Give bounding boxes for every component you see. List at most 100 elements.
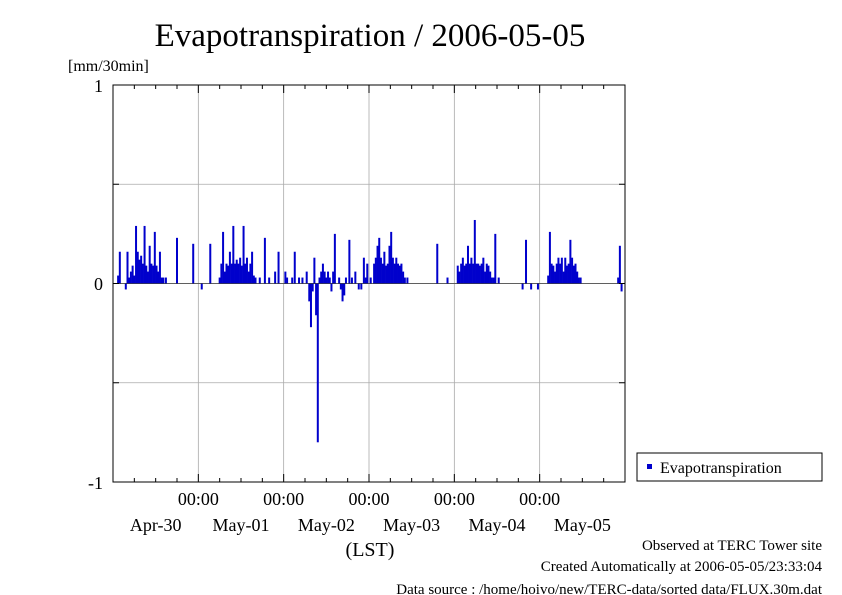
data-bar bbox=[456, 265, 459, 284]
data-bar bbox=[140, 255, 143, 284]
time-labels: 00:00 00:00 00:00 00:00 00:00 bbox=[178, 489, 560, 509]
footer-source: Data source : /home/hoivo/new/TERC-data/… bbox=[396, 582, 823, 595]
data-bar bbox=[148, 245, 151, 284]
data-bar bbox=[320, 271, 323, 284]
data-bar bbox=[234, 263, 237, 284]
data-bar bbox=[562, 271, 565, 284]
x-time-label: 00:00 bbox=[348, 489, 389, 509]
data-bar bbox=[141, 263, 144, 284]
data-bar bbox=[118, 251, 121, 284]
data-bar bbox=[136, 251, 139, 284]
data-bar bbox=[620, 283, 623, 292]
data-bar bbox=[458, 271, 461, 284]
data-bar bbox=[252, 275, 255, 284]
data-bar bbox=[567, 263, 570, 284]
data-bar bbox=[344, 277, 347, 284]
data-bar bbox=[381, 263, 384, 284]
date-labels: Apr-30 May-01 May-02 May-03 May-04 May-05 bbox=[130, 515, 611, 535]
plot-area bbox=[112, 84, 626, 483]
data-bar bbox=[254, 277, 257, 284]
data-bar bbox=[143, 225, 146, 284]
data-bar bbox=[552, 265, 555, 284]
data-bar bbox=[364, 277, 367, 284]
y-tick-label-zero: 0 bbox=[94, 274, 103, 294]
data-bar bbox=[400, 263, 403, 284]
data-bar bbox=[492, 277, 495, 284]
data-bar bbox=[402, 271, 405, 284]
data-bar bbox=[230, 263, 233, 284]
data-bar bbox=[536, 283, 539, 290]
data-bar bbox=[268, 277, 271, 284]
data-bar bbox=[284, 271, 287, 284]
data-bar bbox=[124, 283, 127, 290]
data-bar bbox=[133, 275, 136, 284]
footer-created: Created Automatically at 2006-05-05/23:3… bbox=[541, 559, 823, 575]
data-bar bbox=[128, 277, 131, 284]
data-bar bbox=[465, 263, 468, 284]
data-bar bbox=[397, 263, 400, 284]
data-bar bbox=[164, 277, 167, 284]
data-bar bbox=[395, 257, 398, 284]
data-bar bbox=[525, 239, 528, 284]
data-bar bbox=[325, 277, 328, 284]
data-bar bbox=[225, 263, 228, 284]
x-axis-label: (LST) bbox=[346, 539, 395, 561]
data-bar bbox=[318, 277, 321, 284]
data-bar bbox=[572, 265, 575, 284]
data-bar bbox=[463, 265, 466, 284]
data-bar bbox=[360, 283, 363, 290]
data-bar bbox=[339, 283, 342, 290]
x-date-label: May-03 bbox=[383, 515, 440, 535]
data-bar bbox=[388, 245, 391, 284]
data-bar bbox=[617, 277, 620, 284]
data-bar bbox=[274, 271, 277, 284]
data-bar bbox=[473, 219, 476, 284]
data-bar bbox=[348, 239, 351, 284]
data-bar bbox=[323, 271, 326, 284]
x-time-label: 00:00 bbox=[178, 489, 219, 509]
data-bar bbox=[332, 271, 335, 284]
data-bar bbox=[461, 257, 464, 284]
bars bbox=[113, 219, 625, 443]
data-bar bbox=[369, 277, 372, 284]
data-bar bbox=[547, 275, 550, 284]
data-bar bbox=[291, 277, 294, 284]
data-bar bbox=[232, 225, 235, 284]
data-bar bbox=[403, 277, 406, 284]
data-bar bbox=[155, 265, 158, 284]
data-bar bbox=[258, 277, 261, 284]
data-bar bbox=[560, 257, 563, 284]
data-bar bbox=[160, 277, 163, 284]
data-bar bbox=[309, 283, 312, 328]
data-bar bbox=[571, 257, 574, 284]
x-date-label: May-05 bbox=[554, 515, 611, 535]
data-bar bbox=[330, 283, 333, 292]
footer-observed: Observed at TERC Tower site bbox=[642, 538, 822, 554]
data-bar bbox=[251, 251, 254, 284]
data-bar bbox=[555, 263, 558, 284]
ticks bbox=[112, 84, 626, 483]
data-bar bbox=[218, 277, 221, 284]
data-bar bbox=[126, 251, 129, 284]
data-bar bbox=[157, 271, 160, 284]
data-bar bbox=[490, 277, 493, 284]
data-bar bbox=[301, 277, 304, 284]
data-bar bbox=[569, 239, 572, 284]
data-bar bbox=[333, 233, 336, 284]
data-bar bbox=[468, 263, 471, 284]
data-bar bbox=[386, 263, 389, 284]
data-bar bbox=[565, 265, 568, 284]
data-bar bbox=[579, 277, 582, 284]
data-bar bbox=[228, 251, 231, 284]
data-bar bbox=[131, 265, 134, 284]
data-bar bbox=[245, 257, 248, 284]
data-bar bbox=[393, 263, 396, 284]
data-bar bbox=[223, 271, 226, 284]
data-bar bbox=[311, 283, 314, 292]
data-bar bbox=[350, 277, 353, 284]
data-bar bbox=[577, 277, 580, 284]
data-bar bbox=[548, 231, 551, 284]
data-bar bbox=[200, 283, 203, 290]
data-bar bbox=[162, 277, 165, 284]
data-bar bbox=[327, 271, 330, 284]
